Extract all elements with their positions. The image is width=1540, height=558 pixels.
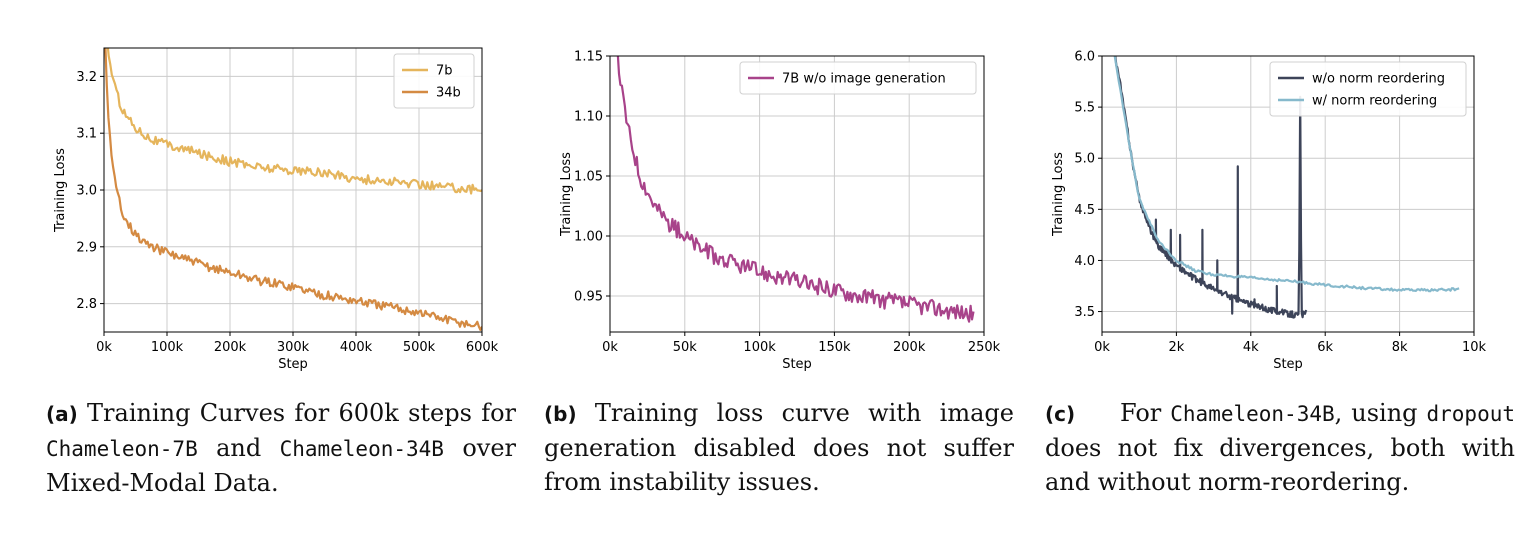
caption-model-name: Chameleon-34B xyxy=(279,437,444,461)
legend-label: 7b xyxy=(436,64,453,79)
y-axis-label: Training Loss xyxy=(559,152,574,237)
y-tick-label: 1.10 xyxy=(574,110,603,125)
x-axis-label: Step xyxy=(782,357,812,372)
y-tick-label: 4.5 xyxy=(1074,203,1095,218)
caption-text: and xyxy=(197,434,280,462)
x-tick-label: 0k xyxy=(96,340,112,355)
caption-tag: (a) xyxy=(46,402,78,426)
caption-text: does not fix divergences, both with and … xyxy=(1045,434,1515,496)
chart-a: 0k 100k 200k 300k 400k 500k 600k 2.8 2.9 3.0 3.1 3.… xyxy=(53,47,499,372)
x-tick-label: 500k xyxy=(403,340,436,355)
legend-label: w/ norm reordering xyxy=(1312,94,1437,109)
series-line-2 xyxy=(1113,56,1460,293)
x-axis-label: Step xyxy=(278,357,308,372)
x-tick-label: 0k xyxy=(1094,340,1110,355)
caption-tag: (c) xyxy=(1045,402,1076,426)
x-tick-label: 50k xyxy=(673,340,698,355)
legend-label: 7B w/o image generation xyxy=(782,72,946,87)
x-tick-label: 600k xyxy=(466,340,499,355)
legend-box xyxy=(1269,61,1467,117)
y-tick-label: 4.0 xyxy=(1074,254,1095,269)
x-tick-label: 8k xyxy=(1392,340,1408,355)
legend-label: 34b xyxy=(436,86,461,101)
y-tick-label: 3.0 xyxy=(76,184,97,199)
y-tick-label: 3.5 xyxy=(1074,305,1095,320)
series-line-2 xyxy=(104,48,482,331)
caption-a: (a) Training Curves for 600k steps for C… xyxy=(46,396,516,500)
y-tick-label: 0.95 xyxy=(574,290,603,305)
y-tick-label: 5.5 xyxy=(1074,101,1095,116)
x-tick-label: 4k xyxy=(1243,340,1259,355)
y-tick-label: 1.15 xyxy=(574,50,603,65)
caption-model-name: Chameleon-7B xyxy=(46,437,198,461)
y-tick-label: 2.9 xyxy=(76,240,97,255)
series-line-1 xyxy=(616,56,975,323)
x-tick-label: 6k xyxy=(1317,340,1333,355)
axes-frame xyxy=(609,55,985,333)
x-tick-label: 0k xyxy=(602,340,618,355)
y-tick-label: 2.8 xyxy=(76,297,97,312)
series-line-1 xyxy=(106,48,482,195)
series-line-1 xyxy=(1114,56,1308,319)
y-tick-label: 1.00 xyxy=(574,230,603,245)
legend-label: w/o norm reordering xyxy=(1312,72,1445,87)
caption-keyword: dropout xyxy=(1426,402,1516,426)
caption-text: over Mixed-Modal Data. xyxy=(46,434,516,497)
panel-c: 0k 2k 4k 6k 8k 10k 3.5 4.0 4.5 5.0 5.5 6.0 Step Train… xyxy=(1020,0,1540,558)
y-tick-label: 1.05 xyxy=(574,170,603,185)
x-tick-label: 100k xyxy=(743,340,776,355)
axes-frame xyxy=(1101,55,1475,333)
caption-tag: (b) xyxy=(544,402,577,426)
caption-c: (c) For Chameleon-34B, using dropout doe… xyxy=(1045,396,1515,499)
caption-b: (b) Training loss curve with image gener… xyxy=(544,396,1014,499)
x-tick-label: 150k xyxy=(818,340,851,355)
x-axis-label: Step xyxy=(1273,357,1303,372)
y-axis-label: Training Loss xyxy=(1051,152,1066,237)
caption-model-name: Chameleon-34B xyxy=(1170,402,1335,426)
caption-text: For xyxy=(1120,399,1171,427)
x-tick-label: 2k xyxy=(1168,340,1184,355)
legend-box xyxy=(739,61,977,95)
x-tick-label: 100k xyxy=(151,340,184,355)
x-tick-label: 250k xyxy=(968,340,1001,355)
y-tick-label: 6.0 xyxy=(1074,50,1095,65)
x-tick-label: 200k xyxy=(893,340,926,355)
x-tick-label: 10k xyxy=(1462,340,1487,355)
grid xyxy=(609,55,985,332)
y-tick-label: 5.0 xyxy=(1074,152,1095,167)
legend: 7B w/o image generation xyxy=(739,61,977,95)
x-tick-label: 300k xyxy=(277,340,310,355)
y-tick-label: 3.1 xyxy=(76,127,97,142)
x-tick-label: 400k xyxy=(340,340,373,355)
y-axis-label: Training Loss xyxy=(53,148,68,233)
chart-c: 0k 2k 4k 6k 8k 10k 3.5 4.0 4.5 5.0 5.5 6.0 Step Train… xyxy=(1051,50,1487,373)
legend: w/o norm reordering w/ norm reordering xyxy=(1269,61,1467,117)
caption-text: Training loss curve with image generatio… xyxy=(544,399,1014,496)
panel-a: 0k 100k 200k 300k 400k 500k 600k 2.8 2.9 3.0 3.1 3.… xyxy=(0,0,520,558)
caption-text: Training Curves for 600k steps for xyxy=(77,399,516,427)
x-tick-label: 200k xyxy=(214,340,247,355)
caption-text: , using xyxy=(1334,399,1427,427)
y-tick-label: 3.2 xyxy=(76,70,97,85)
panel-b: 0k 50k 100k 150k 200k 250k 0.95 1.00 1.05 1.10 1.1… xyxy=(520,0,1040,558)
chart-b: 0k 50k 100k 150k 200k 250k 0.95 1.00 1.05 1.10 1.1… xyxy=(559,50,1001,373)
legend-box xyxy=(393,53,475,109)
